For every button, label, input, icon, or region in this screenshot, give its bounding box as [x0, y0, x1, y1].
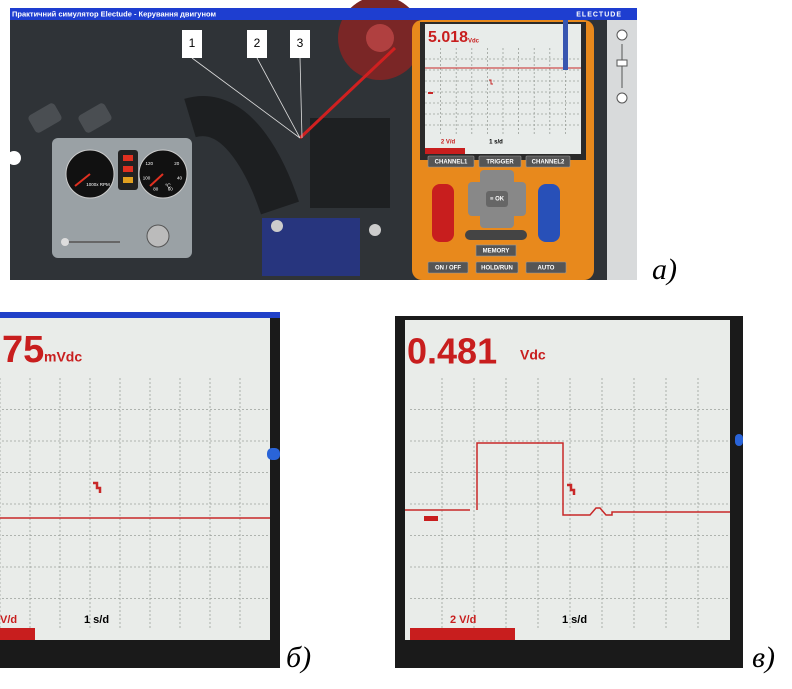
- menu-button[interactable]: [7, 151, 21, 165]
- temp-mark: 40: [177, 175, 183, 180]
- panel-c: 0.481 Vdc 2 V/d 1 s/d: [395, 316, 743, 668]
- scale-tab: [425, 148, 465, 154]
- panel-b: 75 mVdc V/d 1 s/d: [0, 312, 280, 668]
- panel-label: a): [652, 253, 677, 286]
- battery-terminal: [271, 220, 283, 232]
- time-scale: 1 s/d: [562, 614, 587, 626]
- temp-mark: 20: [174, 161, 180, 166]
- title-bar: [10, 8, 637, 20]
- trace: [489, 79, 493, 85]
- button[interactable]: [525, 155, 571, 168]
- injector: [78, 103, 112, 133]
- callout-line: [191, 57, 301, 139]
- callout-box: [247, 30, 267, 58]
- warning-light: [123, 177, 133, 183]
- panel-label: б): [286, 641, 311, 674]
- callout-line: [299, 57, 303, 139]
- volts-scale: V/d: [0, 614, 17, 626]
- time-scale: 1 s/d: [84, 614, 109, 626]
- sensor-block: [310, 118, 390, 208]
- hose: [184, 96, 299, 215]
- panel-label: в): [752, 641, 775, 674]
- channel-marker: [267, 448, 280, 460]
- marker: [428, 92, 433, 94]
- reading: 75: [2, 329, 44, 371]
- reading-unit: Vdc: [468, 39, 480, 45]
- volts-scale: 2 V/d: [441, 140, 456, 146]
- blue-dial[interactable]: [538, 184, 560, 242]
- trace: [93, 481, 102, 493]
- probe-wire: [298, 46, 397, 140]
- probe: [563, 20, 568, 70]
- top-bar: [0, 312, 280, 318]
- memory-button[interactable]: [475, 244, 517, 257]
- channel-marker: [735, 434, 743, 446]
- window-title: Практичний симулятор Electude - Керуванн…: [12, 9, 216, 18]
- ok-label: ≡ OK: [490, 197, 505, 203]
- temp-mark: 120: [145, 161, 153, 166]
- reading: 5.018: [428, 29, 468, 46]
- zoom-in[interactable]: [616, 29, 628, 41]
- marker: [424, 516, 438, 521]
- red-dial[interactable]: [432, 184, 454, 242]
- callout: 2: [254, 36, 261, 50]
- volts-scale: 2 V/d: [450, 614, 476, 626]
- reading-unit: mVdc: [44, 349, 82, 365]
- scope-screen: [405, 320, 730, 640]
- battery-terminal: [369, 224, 381, 236]
- ok-button[interactable]: [486, 191, 508, 207]
- temp-unit: °C: [165, 183, 171, 189]
- reading: 0.481: [407, 331, 497, 372]
- pulley-hub: [366, 24, 394, 52]
- brand: ELECTUDE: [576, 11, 622, 18]
- callout-box: [182, 30, 202, 58]
- button-label: TRIGGER: [486, 160, 514, 166]
- button[interactable]: [525, 261, 567, 274]
- reading-unit: Vdc: [520, 347, 546, 363]
- scale-tab: [0, 628, 35, 640]
- memory-label: MEMORY: [483, 249, 510, 255]
- warning-light: [123, 155, 133, 161]
- slider-handle[interactable]: [61, 238, 69, 246]
- warning-light: [123, 166, 133, 172]
- rpm-unit: 1000x RPM: [86, 182, 110, 187]
- button[interactable]: [475, 261, 519, 274]
- knob[interactable]: [146, 224, 170, 248]
- injector: [28, 103, 62, 133]
- scale-tab: [410, 628, 515, 640]
- trace: [405, 442, 730, 516]
- zoom-bar[interactable]: [465, 230, 527, 240]
- scope-screen: [0, 318, 270, 640]
- button-label: AUTO: [538, 266, 555, 272]
- needle: [149, 173, 164, 187]
- zoom-out[interactable]: [616, 92, 628, 104]
- callout: 1: [189, 36, 196, 50]
- needle: [74, 173, 91, 187]
- button[interactable]: [427, 261, 469, 274]
- temp-mark: 80: [153, 187, 159, 192]
- trace: [567, 483, 576, 495]
- callout: 3: [297, 36, 304, 50]
- button-label: HOLD/RUN: [481, 266, 513, 272]
- temp-mark: 100: [143, 175, 151, 180]
- button-label: ON / OFF: [435, 266, 461, 272]
- button-label: CHANNEL1: [435, 160, 468, 166]
- callout-line: [256, 57, 301, 139]
- time-scale: 1 s/d: [489, 140, 503, 146]
- temp-mark: 60: [168, 187, 174, 192]
- zoom-handle[interactable]: [616, 59, 628, 67]
- button-label: CHANNEL2: [532, 160, 565, 166]
- button[interactable]: [427, 155, 475, 168]
- button[interactable]: [478, 155, 522, 168]
- callout-box: [290, 30, 310, 58]
